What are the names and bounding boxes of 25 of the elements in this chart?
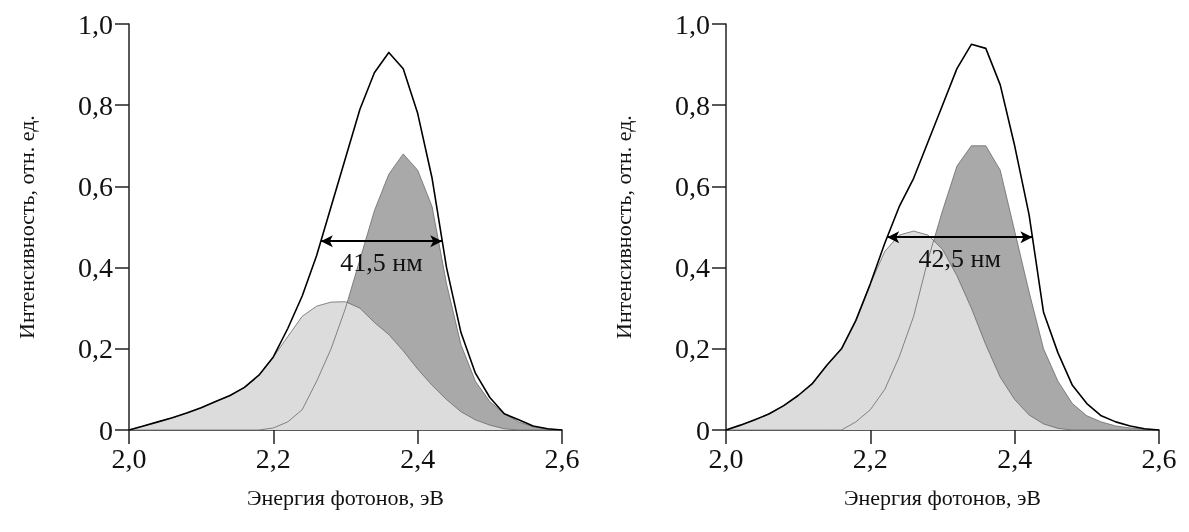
y-axis-title: Интенсивность, отн. ед. [13, 115, 39, 339]
y-tick-label: 0,6 [78, 170, 113, 202]
y-axis-title: Интенсивность, отн. ед. [610, 115, 636, 339]
y-tick-label: 1,0 [675, 8, 710, 40]
y-tick-label: 0,2 [78, 333, 113, 365]
x-tick-label: 2,2 [255, 442, 291, 474]
y-tick-label: 0,6 [675, 170, 710, 202]
x-tick-label: 2,2 [852, 442, 888, 474]
y-tick-label: 0,4 [675, 252, 710, 284]
y-tick-label: 0,8 [675, 89, 710, 121]
x-axis-title: Энергия фотонов, эВ [843, 484, 1042, 510]
y-tick-label: 0,2 [675, 333, 710, 365]
y-tick-label: 1,0 [78, 8, 113, 40]
x-tick-label: 2,0 [708, 442, 744, 474]
y-tick-label: 0 [696, 414, 710, 446]
x-axis-title: Энергия фотонов, эВ [246, 484, 445, 510]
y-tick-label: 0 [99, 414, 113, 446]
x-tick-label: 2,0 [111, 442, 147, 474]
x-tick-label: 2,4 [997, 442, 1033, 474]
annotation: 42,5 нм [918, 243, 1001, 273]
y-tick-label: 0,4 [78, 252, 113, 284]
x-tick-label: 2,6 [1141, 442, 1177, 474]
y-tick-label: 0,8 [78, 89, 113, 121]
x-tick-label: 2,4 [400, 442, 436, 474]
x-tick-label: 2,6 [544, 442, 580, 474]
